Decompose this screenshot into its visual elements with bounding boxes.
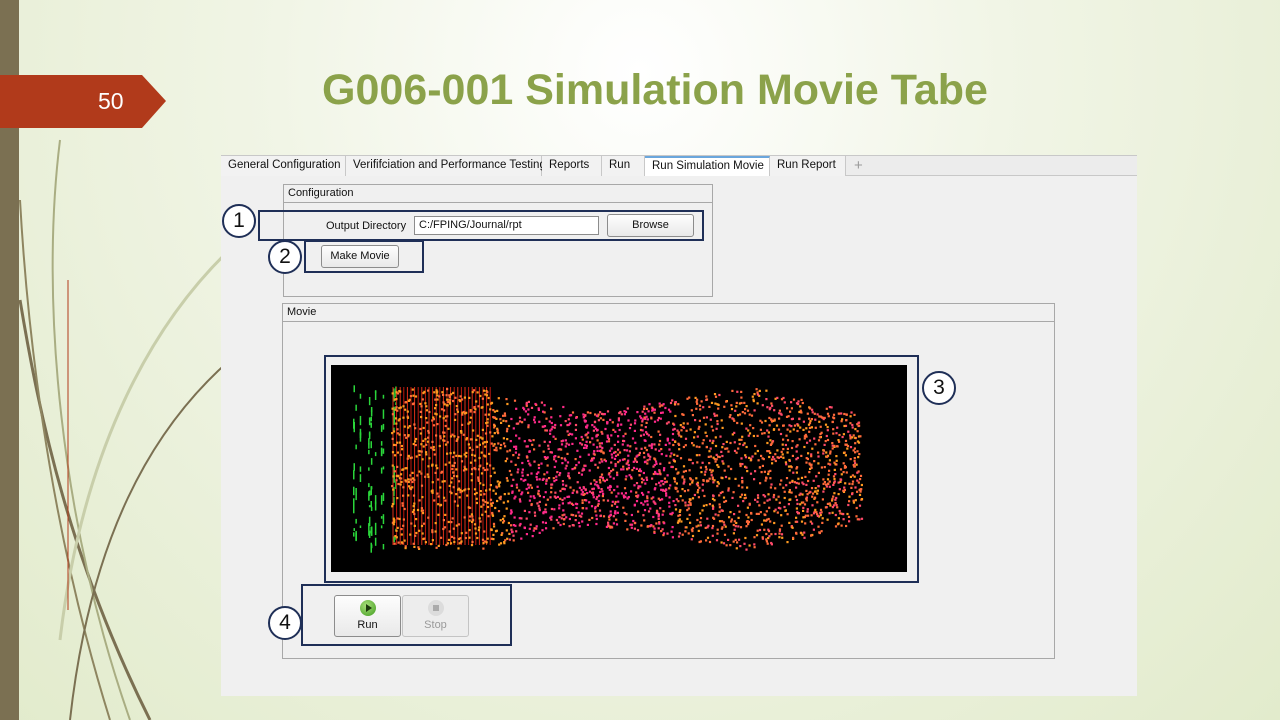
callout-box-output-directory [258,210,704,241]
configuration-panel-title: Configuration [284,185,712,203]
stop-button[interactable]: Stop [402,595,469,637]
tab-bar: General Configuration Verififciation and… [221,155,1137,176]
play-icon [359,600,376,616]
slide-number: 50 [98,88,124,114]
tab-run[interactable]: Run [602,156,645,176]
movie-panel: Movie Run Stop [282,303,1055,659]
browse-button[interactable]: Browse [607,214,694,237]
stop-button-label: Stop [424,619,447,631]
left-accent-bar [0,0,19,720]
add-tab-button[interactable]: + [854,157,863,174]
slide-title: G006-001 Simulation Movie Tabe [322,66,988,114]
particle-plume-image [353,385,864,553]
run-button[interactable]: Run [334,595,401,637]
callout-box-movie-canvas [324,355,919,583]
callout-number-1: 1 [222,204,256,238]
simulation-movie-canvas [331,365,907,572]
tab-verification-performance-testing[interactable]: Verififciation and Performance Testing [346,156,546,176]
stop-icon [427,600,444,616]
movie-panel-title: Movie [283,304,1054,322]
run-button-label: Run [357,619,378,631]
make-movie-button[interactable]: Make Movie [321,245,399,268]
tab-run-report[interactable]: Run Report [770,156,846,176]
output-directory-label: Output Directory [326,220,407,232]
callout-number-3: 3 [922,371,956,405]
slide-number-tab [0,75,166,128]
output-directory-field[interactable]: C:/FPING/Journal/rpt [414,216,599,235]
tab-run-simulation-movie[interactable]: Run Simulation Movie [645,156,770,176]
decorative-curves [18,139,240,720]
callout-box-run-stop [301,584,512,646]
app-window: General Configuration Verififciation and… [221,155,1137,696]
tab-general-configuration[interactable]: General Configuration [221,156,346,176]
callout-number-4: 4 [268,606,302,640]
tab-reports[interactable]: Reports [542,156,602,176]
callout-number-2: 2 [268,240,302,274]
callout-box-make-movie [304,240,424,273]
